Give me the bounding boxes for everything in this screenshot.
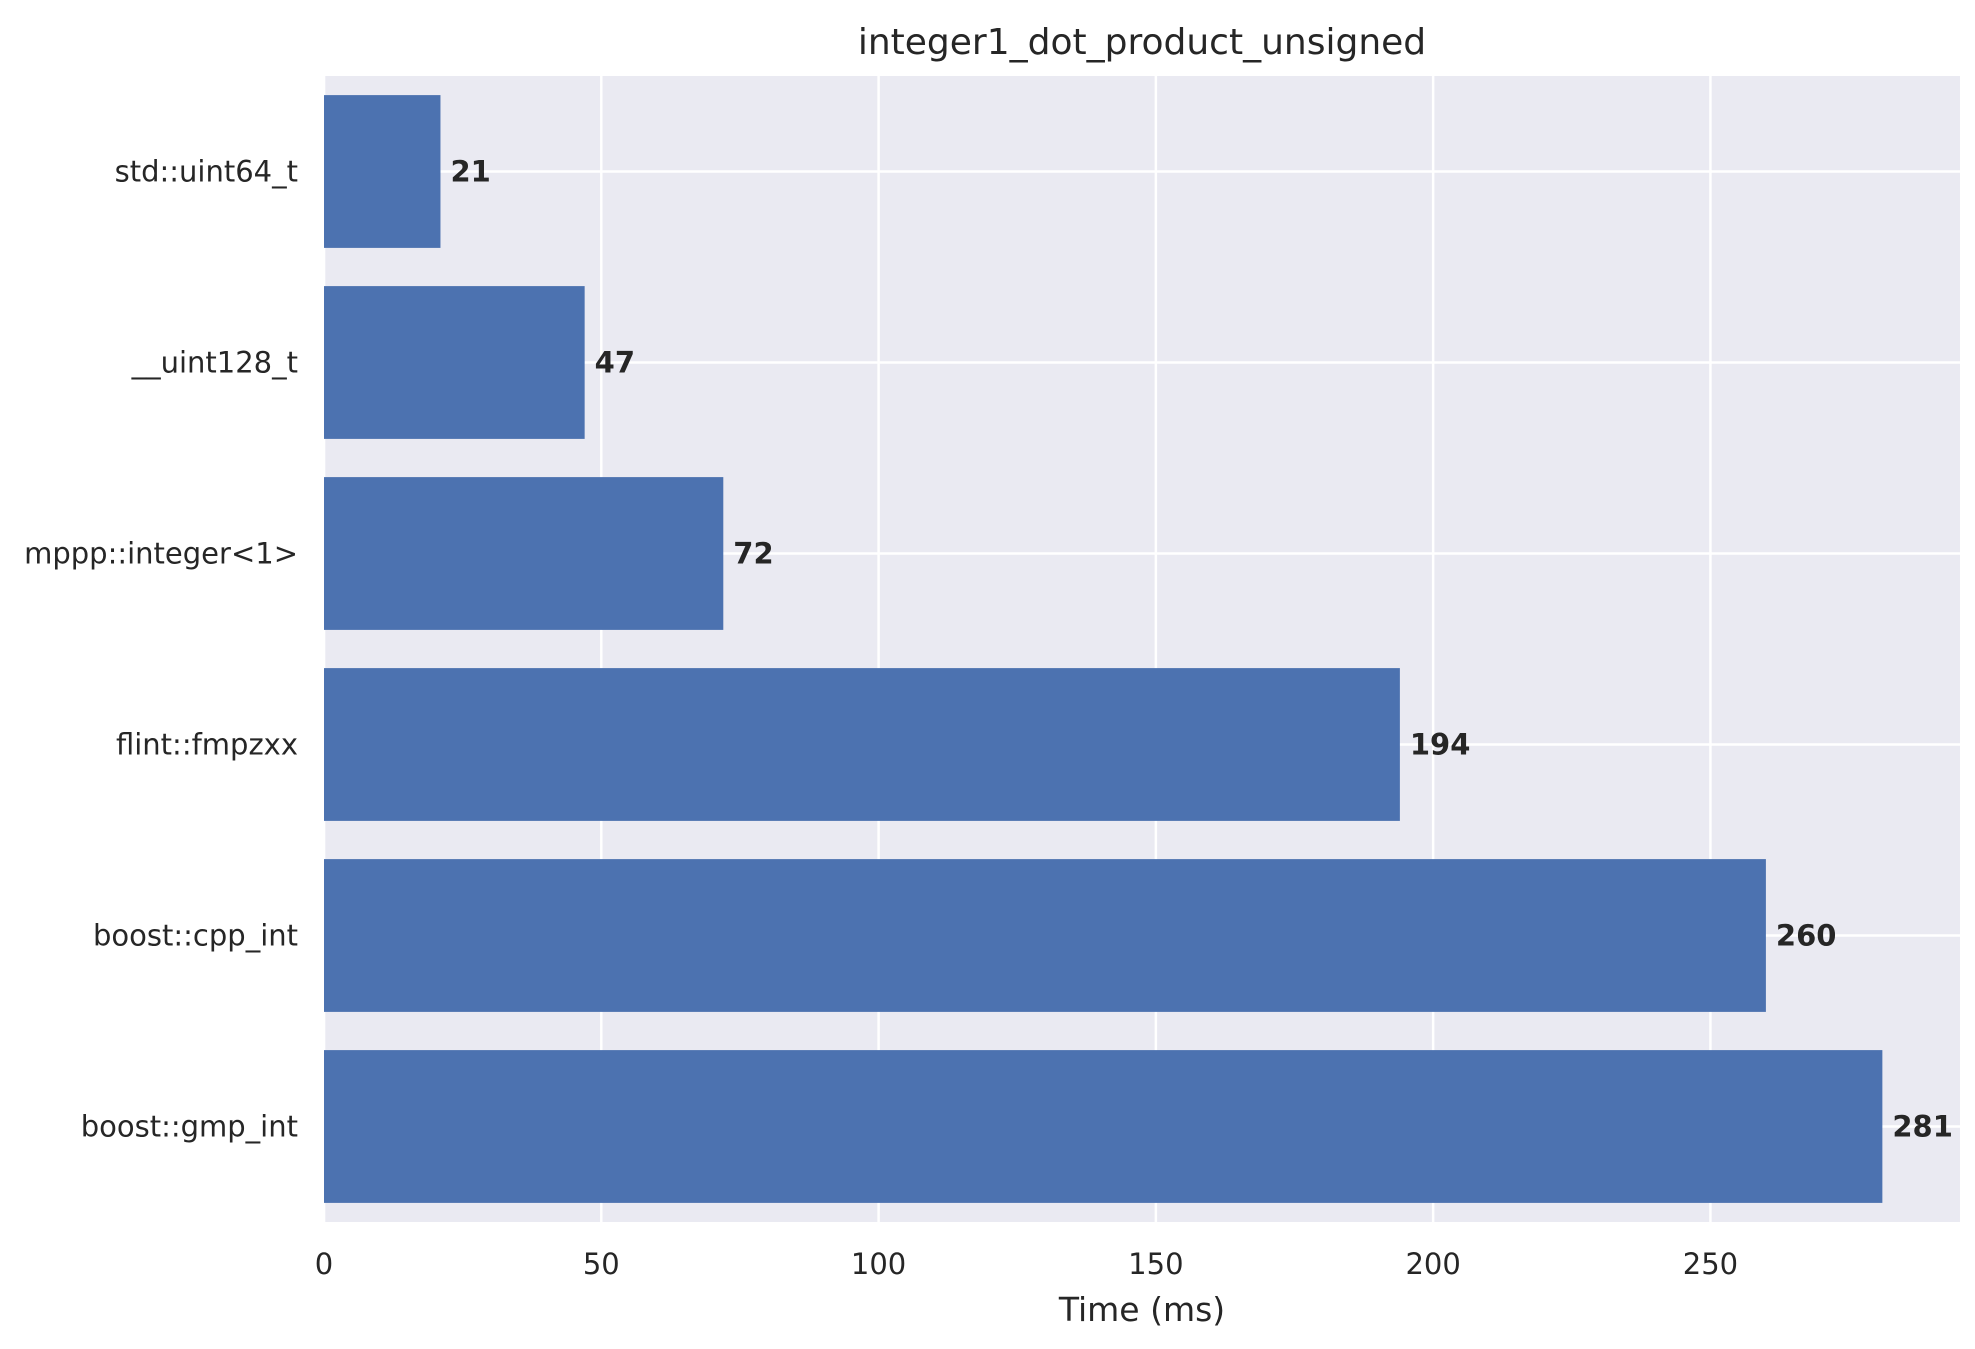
- plot-area: [324, 76, 1960, 1222]
- bar-value-label: 47: [595, 346, 635, 380]
- y-tick-label: __uint128_t: [131, 346, 298, 380]
- bar-value-label: 72: [733, 537, 773, 571]
- x-tick-label: 50: [583, 1247, 620, 1281]
- bar-value-label: 281: [1892, 1110, 1953, 1144]
- x-tick-label: 150: [1128, 1247, 1183, 1281]
- y-tick-label: boost::cpp_int: [93, 919, 298, 953]
- x-axis-label: Time (ms): [1058, 1290, 1225, 1329]
- y-tick-labels: std::uint64_t__uint128_tmppp::integer<1>…: [24, 155, 298, 1144]
- x-tick-label: 200: [1405, 1247, 1460, 1281]
- bar-4: [324, 859, 1766, 1012]
- x-tick-labels: 0 50 100 150 200 250: [315, 1247, 1738, 1281]
- y-tick-label: mppp::integer<1>: [24, 537, 298, 571]
- x-tick-label: 0: [315, 1247, 333, 1281]
- bar-2: [324, 477, 724, 630]
- bar-1: [324, 286, 585, 439]
- bar-value-labels: 21 47 72 194 260 281: [450, 155, 1952, 1144]
- y-tick-label: flint::fmpzxx: [116, 728, 298, 762]
- y-tick-label: std::uint64_t: [115, 155, 298, 189]
- bars: [324, 95, 1883, 1203]
- bar-value-label: 260: [1776, 919, 1837, 953]
- bar-value-label: 194: [1410, 728, 1471, 762]
- x-tick-label: 100: [851, 1247, 906, 1281]
- y-tick-label: boost::gmp_int: [81, 1110, 298, 1144]
- bar-value-label: 21: [450, 155, 490, 189]
- bar-0: [324, 95, 441, 248]
- bar-5: [324, 1050, 1883, 1203]
- x-tick-label: 250: [1683, 1247, 1738, 1281]
- bar-3: [324, 668, 1400, 821]
- chart-title: integer1_dot_product_unsigned: [858, 22, 1426, 63]
